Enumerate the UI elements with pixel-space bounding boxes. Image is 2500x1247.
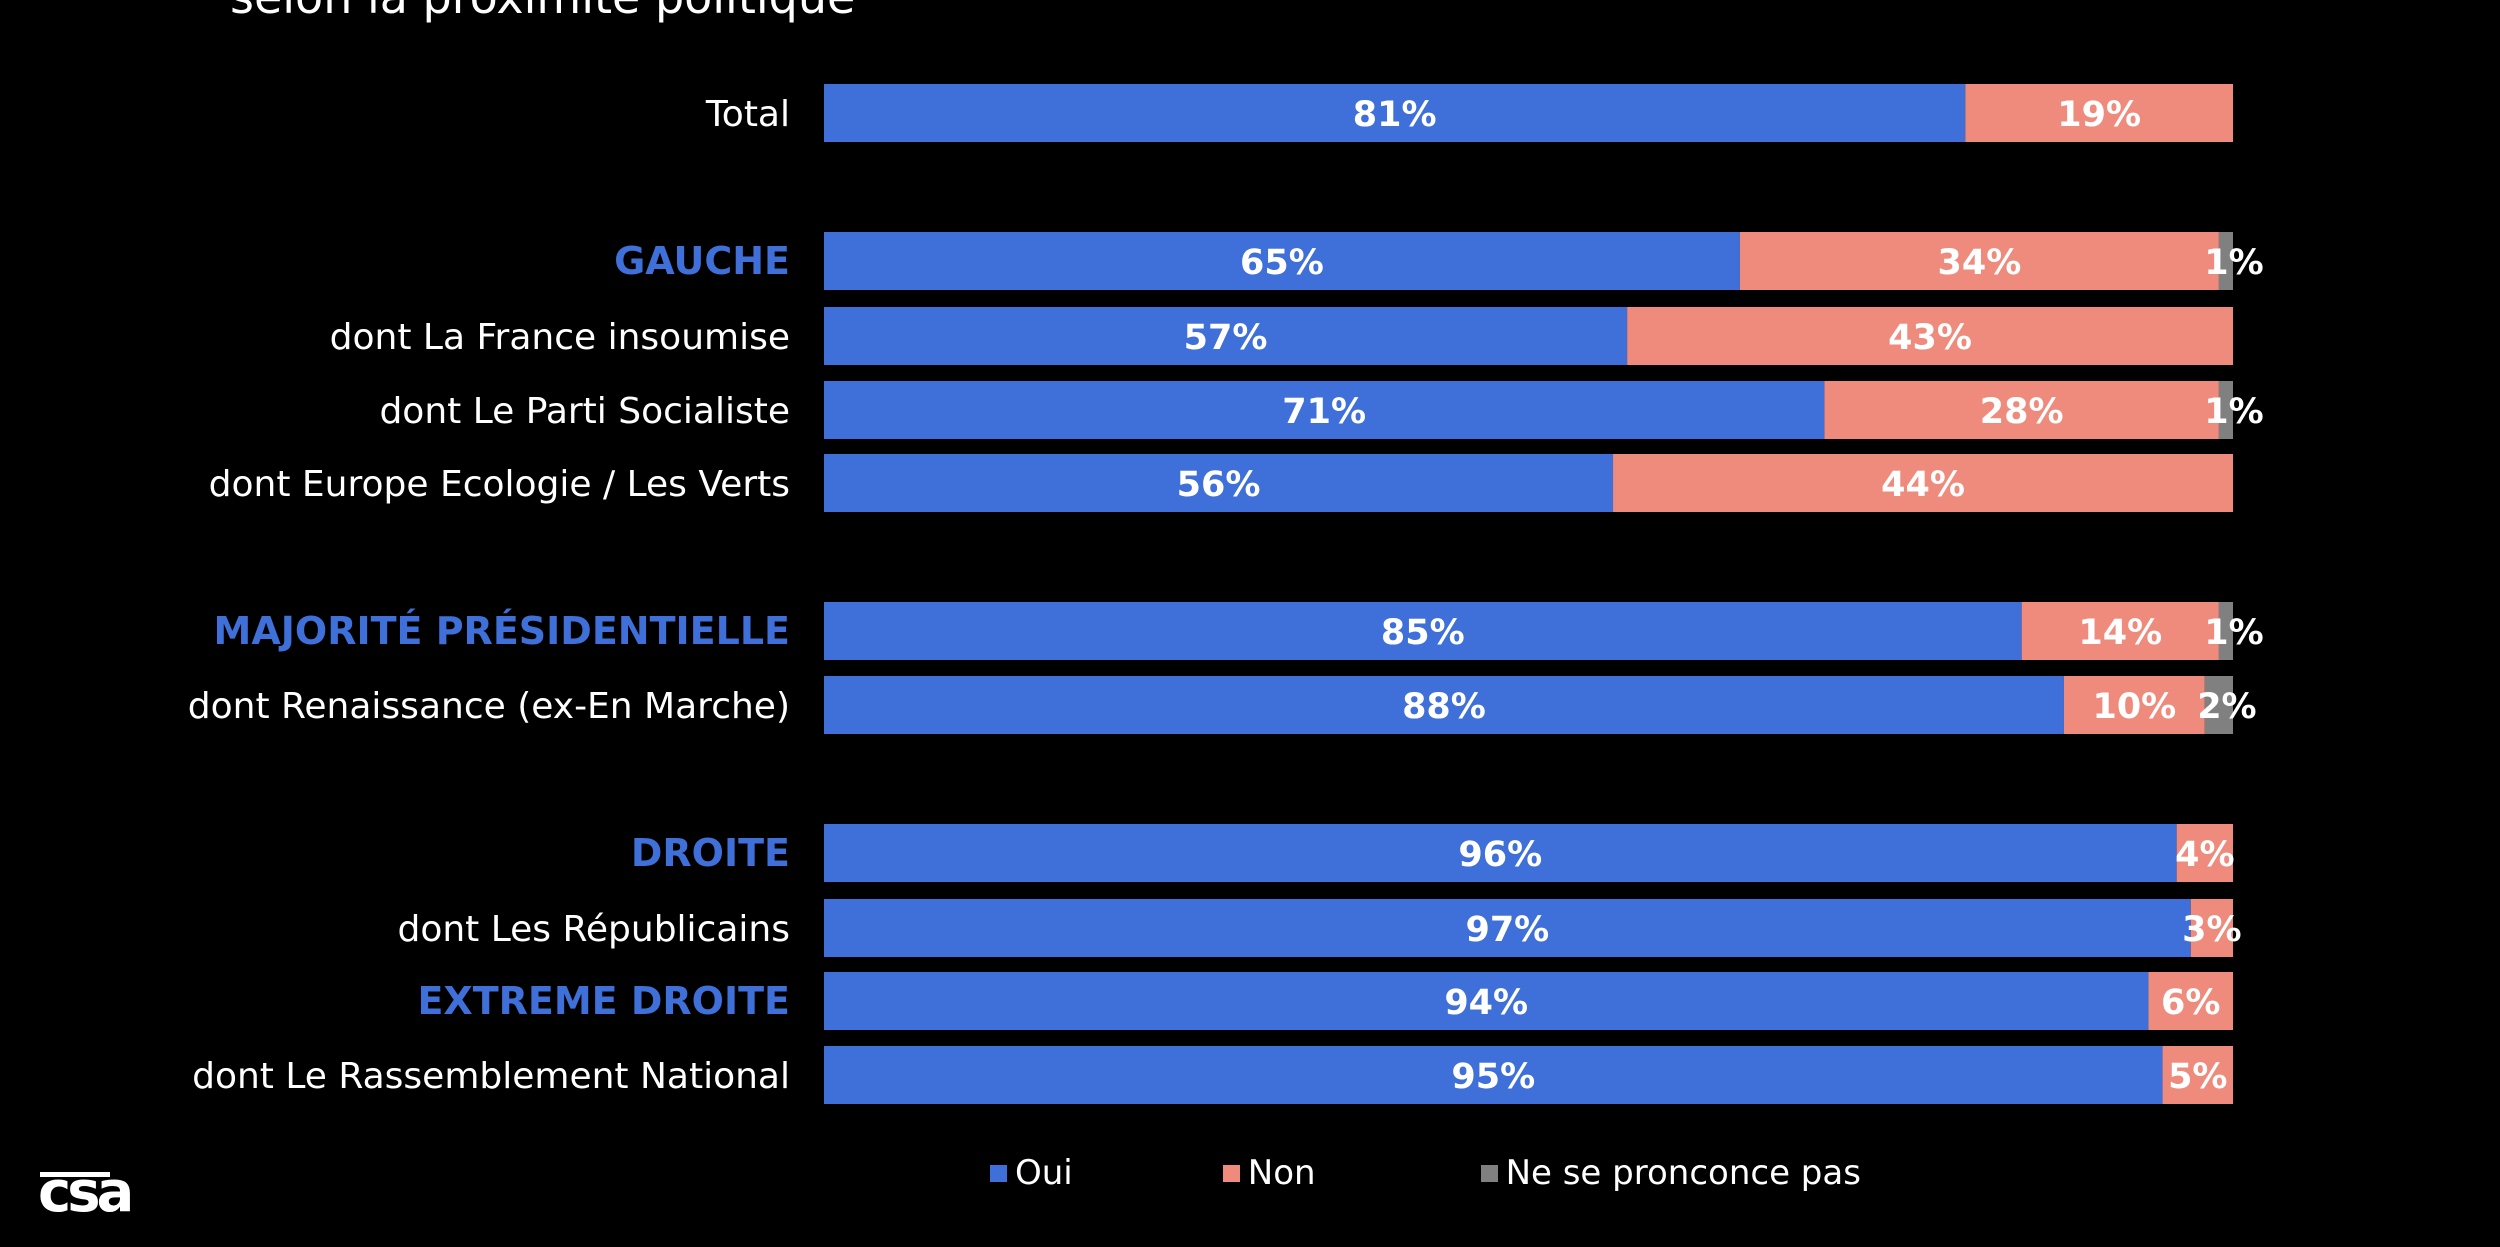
bar-non-gauche	[1739, 232, 2219, 290]
bar-non-dont-europe-ecologie-les-verts	[1613, 454, 2233, 512]
data-label-oui-majorite-presidentielle: 85%	[1381, 613, 1465, 653]
data-label-ne-se-pronconce-pas-dont-le-parti-socialiste: 1%	[2204, 392, 2263, 432]
data-label-oui-dont-la-france-insoumise: 57%	[1184, 318, 1268, 358]
category-label-dont-le-parti-socialiste: dont Le Parti Socialiste	[379, 391, 790, 432]
category-label-total: Total	[705, 94, 790, 135]
data-label-non-gauche: 34%	[1937, 243, 2021, 283]
bar-oui-extreme-droite	[824, 972, 2149, 1030]
data-label-non-extreme-droite: 6%	[2161, 983, 2220, 1023]
bar-non-dont-le-parti-socialiste	[1824, 381, 2219, 439]
data-label-non-dont-renaissance-ex-en-marche: 10%	[2092, 687, 2176, 727]
bar-ne-se-pronconce-pas-dont-renaissance-ex-en-marche	[2204, 676, 2233, 734]
bar-oui-total	[824, 84, 1966, 142]
legend-swatch-nsp	[1480, 1164, 1498, 1182]
data-label-ne-se-pronconce-pas-dont-renaissance-ex-en-marche: 2%	[2197, 687, 2256, 727]
legend-label-nsp: Ne se pronconce pas	[1505, 1153, 1861, 1193]
bar-oui-dont-la-france-insoumise	[824, 307, 1628, 365]
bar-oui-dont-renaissance-ex-en-marche	[824, 676, 2064, 734]
bar-non-droite	[2176, 824, 2233, 882]
category-label-dont-renaissance-ex-en-marche: dont Renaissance (ex-En Marche)	[188, 686, 790, 727]
legend-swatch-non	[1222, 1164, 1240, 1182]
data-label-non-droite: 4%	[2175, 835, 2234, 875]
bar-oui-dont-europe-ecologie-les-verts	[824, 454, 1614, 512]
bar-oui-majorite-presidentielle	[824, 602, 2022, 660]
category-label-dont-le-rassemblement-national: dont Le Rassemblement National	[192, 1056, 790, 1097]
bar-ne-se-pronconce-pas-dont-le-parti-socialiste	[2218, 381, 2233, 439]
bar-non-dont-les-republicains	[2190, 899, 2233, 957]
csa-logo: csa	[38, 1160, 134, 1225]
data-label-oui-total: 81%	[1353, 95, 1437, 135]
data-label-non-dont-europe-ecologie-les-verts: 44%	[1881, 465, 1965, 505]
bar-oui-dont-les-republicains	[824, 899, 2191, 957]
category-label-dont-la-france-insoumise: dont La France insoumise	[330, 317, 790, 358]
bar-non-dont-le-rassemblement-national	[2162, 1046, 2233, 1104]
data-label-oui-dont-renaissance-ex-en-marche: 88%	[1402, 687, 1486, 727]
data-label-oui-dont-le-rassemblement-national: 95%	[1451, 1057, 1535, 1097]
bar-ne-se-pronconce-pas-majorite-presidentielle	[2218, 602, 2233, 660]
bar-oui-droite	[824, 824, 2177, 882]
legend-label-non: Non	[1247, 1153, 1316, 1193]
data-label-oui-dont-europe-ecologie-les-verts: 56%	[1177, 465, 1261, 505]
bar-oui-dont-le-parti-socialiste	[824, 381, 1825, 439]
data-label-non-dont-le-rassemblement-national: 5%	[2168, 1057, 2227, 1097]
data-label-oui-gauche: 65%	[1240, 243, 1324, 283]
data-label-oui-dont-le-parti-socialiste: 71%	[1282, 392, 1366, 432]
legend-item-nsp: Ne se pronconce pas	[1480, 1153, 1861, 1193]
data-label-non-dont-la-france-insoumise: 43%	[1888, 318, 1972, 358]
category-label-dont-les-republicains: dont Les Républicains	[397, 909, 790, 950]
legend-item-oui: Oui	[990, 1153, 1073, 1193]
data-label-non-total: 19%	[2057, 95, 2141, 135]
chart-legend: Oui Non Ne se pronconce pas	[990, 1153, 1861, 1193]
category-label-majorite-presidentielle: MAJORITÉ PRÉSIDENTIELLE	[214, 609, 790, 653]
legend-item-non: Non	[1222, 1153, 1316, 1193]
bar-non-dont-la-france-insoumise	[1627, 307, 2233, 365]
category-label-extreme-droite: EXTREME DROITE	[417, 979, 790, 1023]
logo-bar	[40, 1172, 110, 1177]
data-label-oui-droite: 96%	[1458, 835, 1542, 875]
bar-non-dont-renaissance-ex-en-marche	[2063, 676, 2205, 734]
data-label-oui-dont-les-republicains: 97%	[1465, 910, 1549, 950]
category-label-dont-europe-ecologie-les-verts: dont Europe Ecologie / Les Verts	[209, 464, 790, 505]
data-label-ne-se-pronconce-pas-gauche: 1%	[2204, 243, 2263, 283]
bar-ne-se-pronconce-pas-gauche	[2218, 232, 2233, 290]
legend-label-oui: Oui	[1015, 1153, 1073, 1193]
category-label-gauche: GAUCHE	[614, 239, 790, 283]
legend-swatch-oui	[990, 1164, 1007, 1182]
bar-oui-dont-le-rassemblement-national	[824, 1046, 2163, 1104]
data-label-ne-se-pronconce-pas-majorite-presidentielle: 1%	[2204, 613, 2263, 653]
bar-oui-gauche	[824, 232, 1740, 290]
data-label-non-majorite-presidentielle: 14%	[2078, 613, 2162, 653]
bar-non-majorite-presidentielle	[2021, 602, 2219, 660]
data-label-oui-extreme-droite: 94%	[1444, 983, 1528, 1023]
bar-non-total	[1965, 84, 2233, 142]
data-label-non-dont-le-parti-socialiste: 28%	[1980, 392, 2064, 432]
bar-non-extreme-droite	[2148, 972, 2233, 1030]
data-label-non-dont-les-republicains: 3%	[2182, 910, 2241, 950]
category-label-droite: DROITE	[631, 831, 790, 875]
chart-title: selon la proximité politique	[230, 0, 855, 24]
